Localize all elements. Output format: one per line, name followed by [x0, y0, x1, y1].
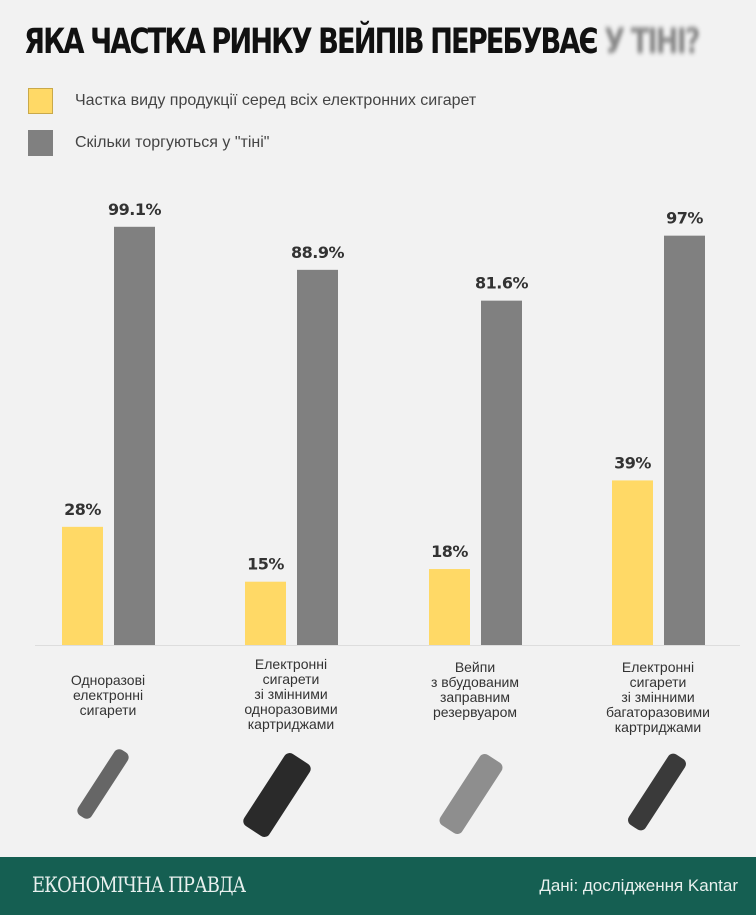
data-label: 18%	[431, 542, 468, 561]
data-label: 28%	[64, 500, 101, 519]
data-label: 15%	[247, 555, 284, 574]
category-label-line: сигарети	[262, 671, 320, 687]
bar-share-0	[62, 526, 103, 645]
legend-item-shadow: Скільки торгуються у "тіні"	[28, 130, 269, 156]
legend-label: Частка виду продукції серед всіх електро…	[75, 92, 477, 109]
category-label-line: картриджами	[247, 716, 335, 732]
legend-label: Скільки торгуються у "тіні"	[75, 134, 270, 151]
category-label-line: картриджами	[614, 719, 702, 735]
category-label-line: сигарети	[79, 702, 137, 718]
category-label-line: зі змінними	[254, 686, 328, 702]
category-label-line: багаторазовими	[606, 704, 710, 720]
category-label: Одноразові електронні сигарети	[23, 673, 193, 718]
category-label: Електронні сигарети зі змінними багаторазов…	[573, 660, 743, 735]
bar-shadow-0	[114, 226, 155, 645]
legend-item-share: Частка виду продукції серед всіх електро…	[28, 88, 476, 114]
bar-shadow-2	[481, 300, 522, 645]
data-label: 99.1%	[108, 200, 161, 219]
category-label-line: з вбудованим	[430, 674, 520, 690]
category-label-line: зі змінними	[621, 689, 695, 705]
footer: ЕКОНОМІЧНА ПРАВДА Дані: дослідження Kant…	[0, 857, 756, 915]
category-label-line: Одноразові	[70, 672, 146, 688]
data-label: 81.6%	[475, 274, 528, 293]
category-label: Електронні сигарети зі змінними одноразовим…	[206, 657, 376, 732]
category-label: Вейпи з вбудованим заправним резервуаром	[390, 660, 560, 720]
category-label-line: електронні	[72, 687, 144, 703]
data-label: 97%	[666, 209, 703, 228]
category-label-line: Електронні	[621, 659, 695, 675]
bar-shadow-3	[664, 235, 705, 645]
category-label-line: заправним	[440, 689, 510, 705]
category-label-line: Вейпи	[454, 659, 496, 675]
data-source: Дані: дослідження Kantar	[539, 876, 738, 895]
bar-share-1	[245, 581, 286, 645]
chart-title: ЯКА ЧАСТКА РИНКУ ВЕЙПІВ ПЕРЕБУВАЄ У ТІНІ…	[24, 22, 701, 62]
title-text: ЯКА ЧАСТКА РИНКУ ВЕЙПІВ ПЕРЕБУВАЄ	[24, 22, 599, 62]
bar-share-2	[429, 569, 470, 645]
publisher-logo: ЕКОНОМІЧНА ПРАВДА	[32, 873, 246, 897]
data-label: 39%	[614, 453, 651, 472]
category-label-line: сигарети	[629, 674, 687, 690]
bar-share-3	[612, 480, 653, 645]
data-label: 88.9%	[291, 243, 344, 262]
legend-swatch-gray	[28, 130, 53, 156]
legend-swatch-yellow	[28, 88, 53, 114]
category-label-line: Електронні	[254, 656, 328, 672]
title-highlight: У ТІНІ?	[604, 22, 700, 62]
bar-shadow-1	[297, 269, 338, 645]
category-label-line: резервуаром	[432, 704, 518, 720]
category-label-line: одноразовими	[244, 701, 338, 717]
